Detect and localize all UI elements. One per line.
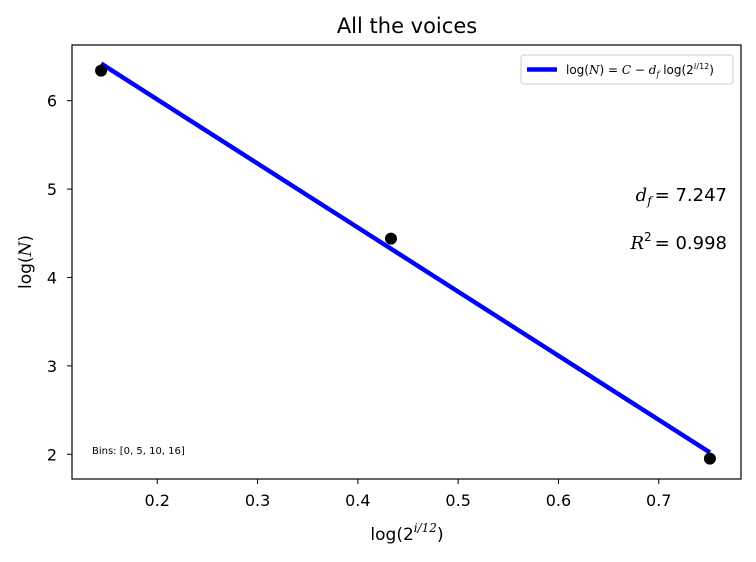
data-point [703,452,716,465]
data-point [384,232,397,245]
y-axis: 2 3 4 5 6 [47,92,72,464]
y-tick-label: 2 [47,445,57,464]
fit-line [99,61,712,455]
x-axis-label: log(2i/12) [370,521,443,545]
r2-annotation: R2 = 0.998 [629,230,727,254]
x-axis: 0.2 0.3 0.4 0.5 0.6 0.7 [145,479,671,510]
y-tick-label: 4 [47,268,57,287]
y-tick-label: 5 [47,180,57,199]
x-tick-label: 0.2 [145,491,170,510]
legend-label: log(N) = C − df log(2i/12) [566,62,714,79]
x-tick-label: 0.4 [345,491,370,510]
legend-box [520,54,734,85]
x-tick-label: 0.5 [445,491,470,510]
chart-title: All the voices [337,14,477,38]
x-tick-label: 0.7 [646,491,671,510]
y-tick-label: 6 [47,92,57,111]
x-tick-label: 0.6 [546,491,571,510]
data-point [95,64,108,77]
y-axis-label: log(N) [16,235,36,289]
x-tick-label: 0.3 [245,491,270,510]
bins-annotation: Bins: [0, 5, 10, 16] [92,446,185,457]
df-annotation: df = 7.247 [636,185,727,208]
y-tick-label: 3 [47,357,57,376]
legend: log(N) = C − df log(2i/12) [520,54,734,85]
data-points [95,64,716,465]
plot-frame [71,44,742,480]
